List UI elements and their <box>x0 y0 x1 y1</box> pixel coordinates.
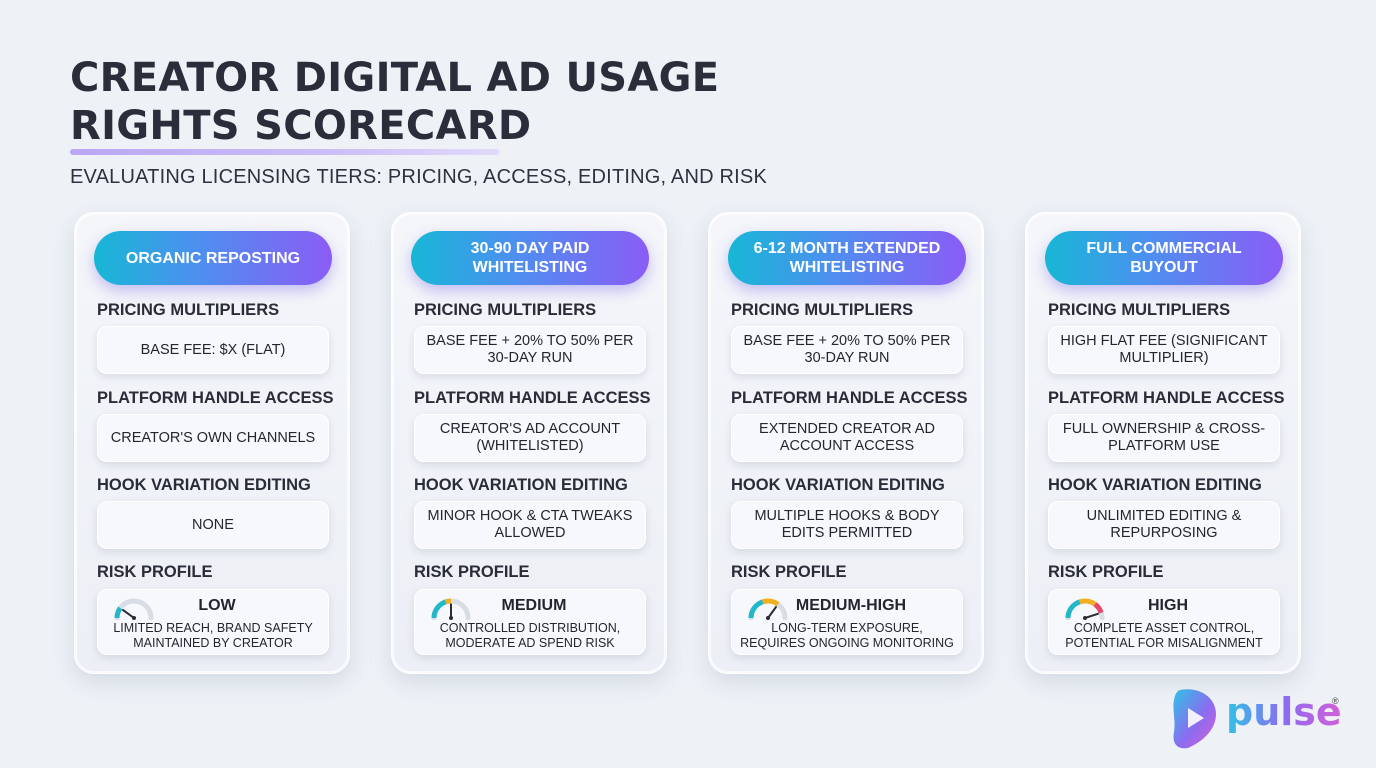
editing-label: HOOK VARIATION EDITING <box>97 476 311 494</box>
pricing-value: BASE FEE + 20% TO 50% PER 30-DAY RUN <box>414 326 646 374</box>
gauge-fill-segment <box>1078 598 1097 607</box>
editing-value: MINOR HOOK & CTA TWEAKS ALLOWED <box>414 501 646 549</box>
gauge-fill-segment <box>1093 602 1104 614</box>
title-line-2: RIGHTS SCORECARD <box>70 103 532 149</box>
tier-title: FULL COMMERCIAL BUYOUT <box>1045 231 1283 285</box>
risk-description: COMPLETE ASSET CONTROL, POTENTIAL FOR MI… <box>1065 621 1263 650</box>
risk-level: LOW <box>198 597 236 614</box>
pricing-label: PRICING MULTIPLIERS <box>97 301 280 319</box>
pricing-label: PRICING MULTIPLIERS <box>731 301 914 319</box>
access-label: PLATFORM HANDLE ACCESS <box>1048 389 1285 407</box>
pricing-label: PRICING MULTIPLIERS <box>1048 301 1231 319</box>
risk-gauge-icon <box>431 598 471 620</box>
gauge-fill-segment <box>748 599 764 619</box>
registered-mark: ® <box>1332 696 1339 706</box>
editing-label: HOOK VARIATION EDITING <box>1048 476 1262 494</box>
risk-profile-box: MEDIUM CONTROLLED DISTRIBUTION, MODERATE… <box>414 589 646 655</box>
gauge-hub <box>449 616 453 620</box>
risk-description: CONTROLLED DISTRIBUTION, MODERATE AD SPE… <box>439 621 621 650</box>
gauge-fill-segment <box>444 598 452 605</box>
risk-description: LONG-TERM EXPOSURE, REQUIRES ONGOING MON… <box>740 621 954 650</box>
tier-title: ORGANIC REPOSTING <box>94 231 332 285</box>
tier-card-organic: ORGANIC REPOSTING PRICING MULTIPLIERS BA… <box>74 212 350 674</box>
tier-title: 30-90 DAY PAID WHITELISTING <box>411 231 649 285</box>
access-value: FULL OWNERSHIP & CROSS-PLATFORM USE <box>1048 414 1280 462</box>
tier-card-6-12-month: 6-12 MONTH EXTENDED WHITELISTING PRICING… <box>708 212 984 674</box>
risk-profile-box: LOW LIMITED REACH, BRAND SAFETY MAINTAIN… <box>97 589 329 655</box>
risk-level: MEDIUM <box>501 597 567 614</box>
pulse-logo: pulse ® <box>1170 686 1346 752</box>
risk-label: RISK PROFILE <box>731 563 847 581</box>
gauge-needle <box>767 606 777 619</box>
access-label: PLATFORM HANDLE ACCESS <box>414 389 651 407</box>
editing-value: NONE <box>97 501 329 549</box>
risk-label: RISK PROFILE <box>97 563 213 581</box>
gauge-needle <box>1084 612 1099 619</box>
tier-card-full-buyout: FULL COMMERCIAL BUYOUT PRICING MULTIPLIE… <box>1025 212 1301 674</box>
risk-profile-box: MEDIUM-HIGH LONG-TERM EXPOSURE, REQUIRES… <box>731 589 963 655</box>
editing-value: MULTIPLE HOOKS & BODY EDITS PERMITTED <box>731 501 963 549</box>
risk-gauge-icon <box>748 598 788 620</box>
pricing-value: BASE FEE: $X (FLAT) <box>97 326 329 374</box>
risk-level: MEDIUM-HIGH <box>795 597 907 614</box>
gauge-fill-segment <box>761 598 780 607</box>
tier-title: 6-12 MONTH EXTENDED WHITELISTING <box>728 231 966 285</box>
risk-gauge-icon <box>1065 598 1105 620</box>
risk-label: RISK PROFILE <box>414 563 530 581</box>
pulse-logo-text: pulse <box>1226 690 1342 734</box>
pricing-value: BASE FEE + 20% TO 50% PER 30-DAY RUN <box>731 326 963 374</box>
access-value: CREATOR'S OWN CHANNELS <box>97 414 329 462</box>
pricing-value: HIGH FLAT FEE (SIGNIFICANT MULTIPLIER) <box>1048 326 1280 374</box>
pulse-logo-icon <box>1173 689 1216 749</box>
access-label: PLATFORM HANDLE ACCESS <box>97 389 334 407</box>
gauge-hub <box>1083 616 1087 620</box>
gauge-fill-segment <box>1065 599 1081 619</box>
access-label: PLATFORM HANDLE ACCESS <box>731 389 968 407</box>
page-subtitle: EVALUATING LICENSING TIERS: PRICING, ACC… <box>70 166 767 188</box>
page-title: CREATOR DIGITAL AD USAGE RIGHTS SCORECAR… <box>70 54 719 150</box>
access-value: CREATOR'S AD ACCOUNT (WHITELISTED) <box>414 414 646 462</box>
gauge-hub <box>766 616 770 620</box>
risk-profile-box: HIGH COMPLETE ASSET CONTROL, POTENTIAL F… <box>1048 589 1280 655</box>
editing-value: UNLIMITED EDITING & REPURPOSING <box>1048 501 1280 549</box>
access-value: EXTENDED CREATOR AD ACCOUNT ACCESS <box>731 414 963 462</box>
risk-level: HIGH <box>1148 597 1188 614</box>
editing-label: HOOK VARIATION EDITING <box>731 476 945 494</box>
risk-label: RISK PROFILE <box>1048 563 1164 581</box>
gauge-fill-segment <box>114 606 123 619</box>
tier-card-30-90-day: 30-90 DAY PAID WHITELISTING PRICING MULT… <box>391 212 667 674</box>
risk-gauge-icon <box>114 598 154 620</box>
pricing-label: PRICING MULTIPLIERS <box>414 301 597 319</box>
gauge-hub <box>132 616 136 620</box>
title-underline <box>70 149 500 155</box>
risk-description: LIMITED REACH, BRAND SAFETY MAINTAINED B… <box>113 621 313 650</box>
gauge-fill-segment <box>431 599 447 619</box>
gauge-needle <box>122 609 135 619</box>
title-line-1: CREATOR DIGITAL AD USAGE <box>70 55 720 101</box>
editing-label: HOOK VARIATION EDITING <box>414 476 628 494</box>
